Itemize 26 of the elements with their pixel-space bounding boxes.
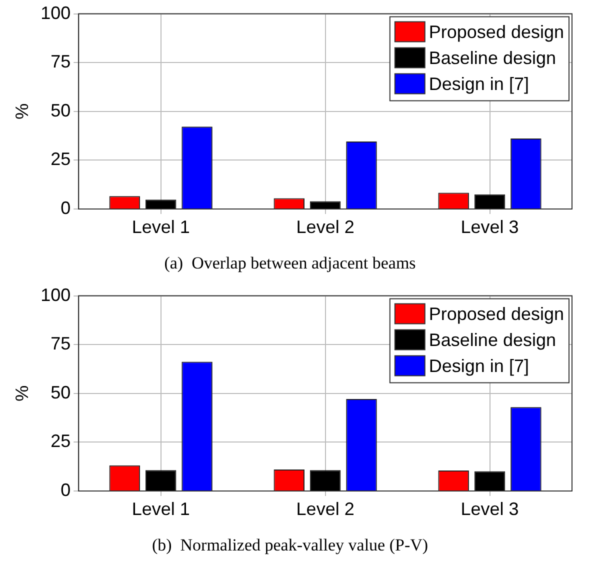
- x-tick-label: Level 2: [296, 216, 354, 237]
- legend-label: Proposed design: [428, 304, 564, 324]
- y-tick-label: 0: [60, 198, 71, 218]
- y-tick-label: 100: [40, 2, 71, 23]
- legend-label: Design in [7]: [428, 74, 529, 94]
- text: (b) Normalized peak-valley value (P-V): [152, 535, 428, 554]
- y-tick-label: 75: [50, 52, 71, 72]
- x-tick-label: Level 1: [132, 498, 190, 519]
- text: (a) Overlap between adjacent beams: [164, 253, 416, 272]
- legend-label: Baseline design: [428, 48, 556, 68]
- y-tick-label: 50: [50, 100, 71, 120]
- y-tick-label: 0: [60, 480, 71, 500]
- x-tick-label: Level 2: [296, 498, 354, 519]
- legend-label: Baseline design: [428, 330, 556, 350]
- y-tick-label: 25: [50, 431, 71, 452]
- legend-label: Design in [7]: [428, 356, 529, 376]
- y-tick-label: 75: [50, 334, 71, 354]
- legend-label: Proposed design: [428, 22, 564, 42]
- y-tick-label: 50: [50, 382, 71, 402]
- x-tick-label: Level 3: [460, 498, 519, 519]
- y-axis-title: %: [12, 385, 32, 402]
- x-tick-label: Level 3: [460, 216, 519, 237]
- y-tick-label: 100: [40, 284, 71, 305]
- x-tick-label: Level 1: [132, 216, 190, 237]
- y-axis-title: %: [12, 103, 32, 120]
- y-tick-label: 25: [50, 149, 71, 170]
